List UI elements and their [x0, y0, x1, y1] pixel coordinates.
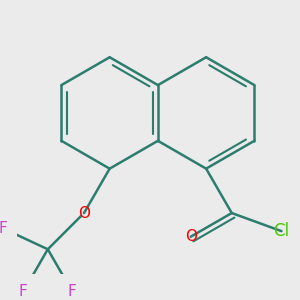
Text: O: O: [78, 206, 90, 220]
Text: F: F: [68, 284, 77, 299]
Text: F: F: [0, 221, 8, 236]
Text: Cl: Cl: [273, 222, 290, 240]
Text: O: O: [185, 229, 197, 244]
Text: F: F: [19, 284, 28, 299]
